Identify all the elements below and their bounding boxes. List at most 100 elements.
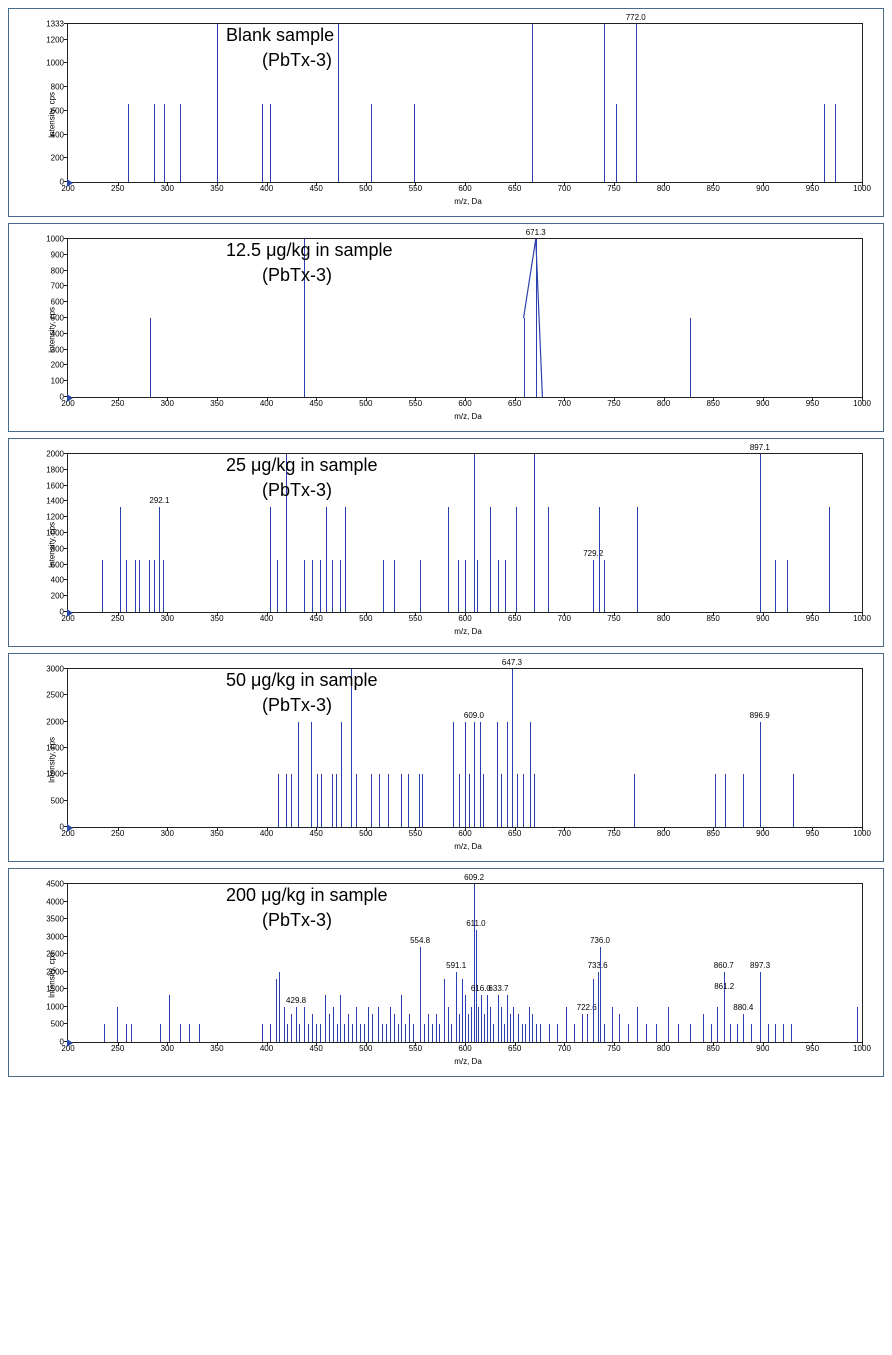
peak-bar — [126, 560, 127, 612]
peak-bar — [356, 774, 357, 827]
origin-marker-icon — [67, 1039, 73, 1047]
y-tick-label: 200 — [51, 592, 68, 601]
peak-bar — [636, 24, 637, 182]
peak-bar — [439, 1024, 440, 1042]
peak-bar — [549, 1024, 550, 1042]
x-tick-label: 1000 — [853, 827, 871, 838]
peak-label: 429.8 — [286, 996, 306, 1005]
peak-bar — [474, 722, 475, 827]
peak-bar — [131, 1024, 132, 1042]
peak-bar — [340, 560, 341, 612]
x-axis-label: m/z, Da — [67, 412, 869, 421]
x-tick-label: 800 — [657, 612, 670, 623]
origin-marker-icon — [67, 394, 73, 402]
y-tick-mark — [64, 936, 68, 937]
x-tick-label: 500 — [359, 1042, 372, 1053]
peak-bar — [149, 560, 150, 612]
x-tick-label: 300 — [161, 397, 174, 408]
peak-bar — [469, 774, 470, 827]
x-tick-label: 1000 — [853, 1042, 871, 1053]
peak-bar — [163, 560, 164, 612]
peak-bar — [270, 1024, 271, 1042]
x-tick-label: 450 — [309, 1042, 322, 1053]
spectrum-panel: 25 μg/kg in sample(PbTx-3)Intensity, cps… — [8, 438, 884, 647]
peak-bar — [428, 1014, 429, 1042]
chart-wrap: 200 μg/kg in sample(PbTx-3)Intensity, cp… — [23, 883, 869, 1066]
panel-title: 200 μg/kg in sample(PbTx-3) — [226, 883, 387, 933]
x-tick-label: 600 — [458, 1042, 471, 1053]
y-tick-mark — [64, 485, 68, 486]
peak-label: 861.2 — [714, 982, 734, 991]
peak-bar — [451, 1024, 452, 1042]
peak-bar — [180, 104, 181, 182]
peak-bar — [120, 507, 121, 612]
x-tick-label: 750 — [607, 1042, 620, 1053]
y-tick-label: 600 — [51, 298, 68, 307]
peak-bar — [498, 995, 499, 1042]
peak-label: 736.0 — [590, 936, 610, 945]
peak-bar — [616, 104, 617, 182]
peak-bar — [490, 507, 491, 612]
x-axis-label: m/z, Da — [67, 197, 869, 206]
peak-bar — [468, 1014, 469, 1042]
y-tick-mark — [64, 469, 68, 470]
x-tick-label: 900 — [756, 1042, 769, 1053]
x-tick-label: 650 — [508, 827, 521, 838]
peak-bar — [516, 507, 517, 612]
peak-bar — [139, 560, 140, 612]
y-tick-label: 200 — [51, 154, 68, 163]
peak-bar — [356, 1007, 357, 1042]
x-tick-label: 850 — [706, 612, 719, 623]
y-tick-label: 1800 — [46, 465, 68, 474]
peak-bar — [512, 669, 513, 827]
peak-bar — [390, 1007, 391, 1042]
peak-bar — [711, 1024, 712, 1042]
x-tick-label: 1000 — [853, 612, 871, 623]
x-tick-label: 750 — [607, 182, 620, 193]
y-tick-label: 100 — [51, 377, 68, 386]
y-tick-mark — [64, 988, 68, 989]
peak-bar — [791, 1024, 792, 1042]
peak-label: 729.2 — [583, 549, 603, 558]
y-tick-label: 2000 — [46, 450, 68, 459]
peak-bar — [414, 104, 415, 182]
peak-bar — [299, 1024, 300, 1042]
y-tick-label: 4500 — [46, 880, 68, 889]
peak-bar — [532, 24, 533, 182]
peak-bar — [548, 507, 549, 612]
peak-bar — [332, 560, 333, 612]
panel-title: 12.5 μg/kg in sample(PbTx-3) — [226, 238, 392, 288]
peak-bar — [341, 722, 342, 827]
y-tick-mark — [64, 901, 68, 902]
peak-bar — [401, 774, 402, 827]
y-tick-mark — [64, 532, 68, 533]
peak-bar — [304, 1007, 305, 1042]
y-tick-label: 400 — [51, 329, 68, 338]
peak-bar — [775, 560, 776, 612]
x-tick-label: 650 — [508, 397, 521, 408]
x-tick-label: 850 — [706, 827, 719, 838]
peak-bar — [394, 560, 395, 612]
y-tick-label: 300 — [51, 345, 68, 354]
x-tick-label: 750 — [607, 612, 620, 623]
peak-bar — [513, 1007, 514, 1042]
panel-title-line1: Blank sample — [226, 23, 334, 48]
x-tick-label: 950 — [806, 612, 819, 623]
peak-bar — [371, 104, 372, 182]
peak-bar — [352, 1024, 353, 1042]
x-tick-label: 500 — [359, 612, 372, 623]
peak-label: 611.0 — [466, 919, 485, 928]
peak-bar — [724, 993, 725, 1042]
peak-bar — [582, 1014, 583, 1042]
peak-bar — [459, 1014, 460, 1042]
peak-bar — [604, 560, 605, 612]
peak-bar — [505, 560, 506, 612]
peak-bar — [270, 507, 271, 612]
y-tick-mark — [64, 317, 68, 318]
x-tick-label: 950 — [806, 1042, 819, 1053]
y-tick-mark — [64, 747, 68, 748]
y-tick-label: 500 — [51, 796, 68, 805]
x-tick-label: 650 — [508, 612, 521, 623]
peak-bar — [678, 1024, 679, 1042]
peak-bar — [262, 1024, 263, 1042]
